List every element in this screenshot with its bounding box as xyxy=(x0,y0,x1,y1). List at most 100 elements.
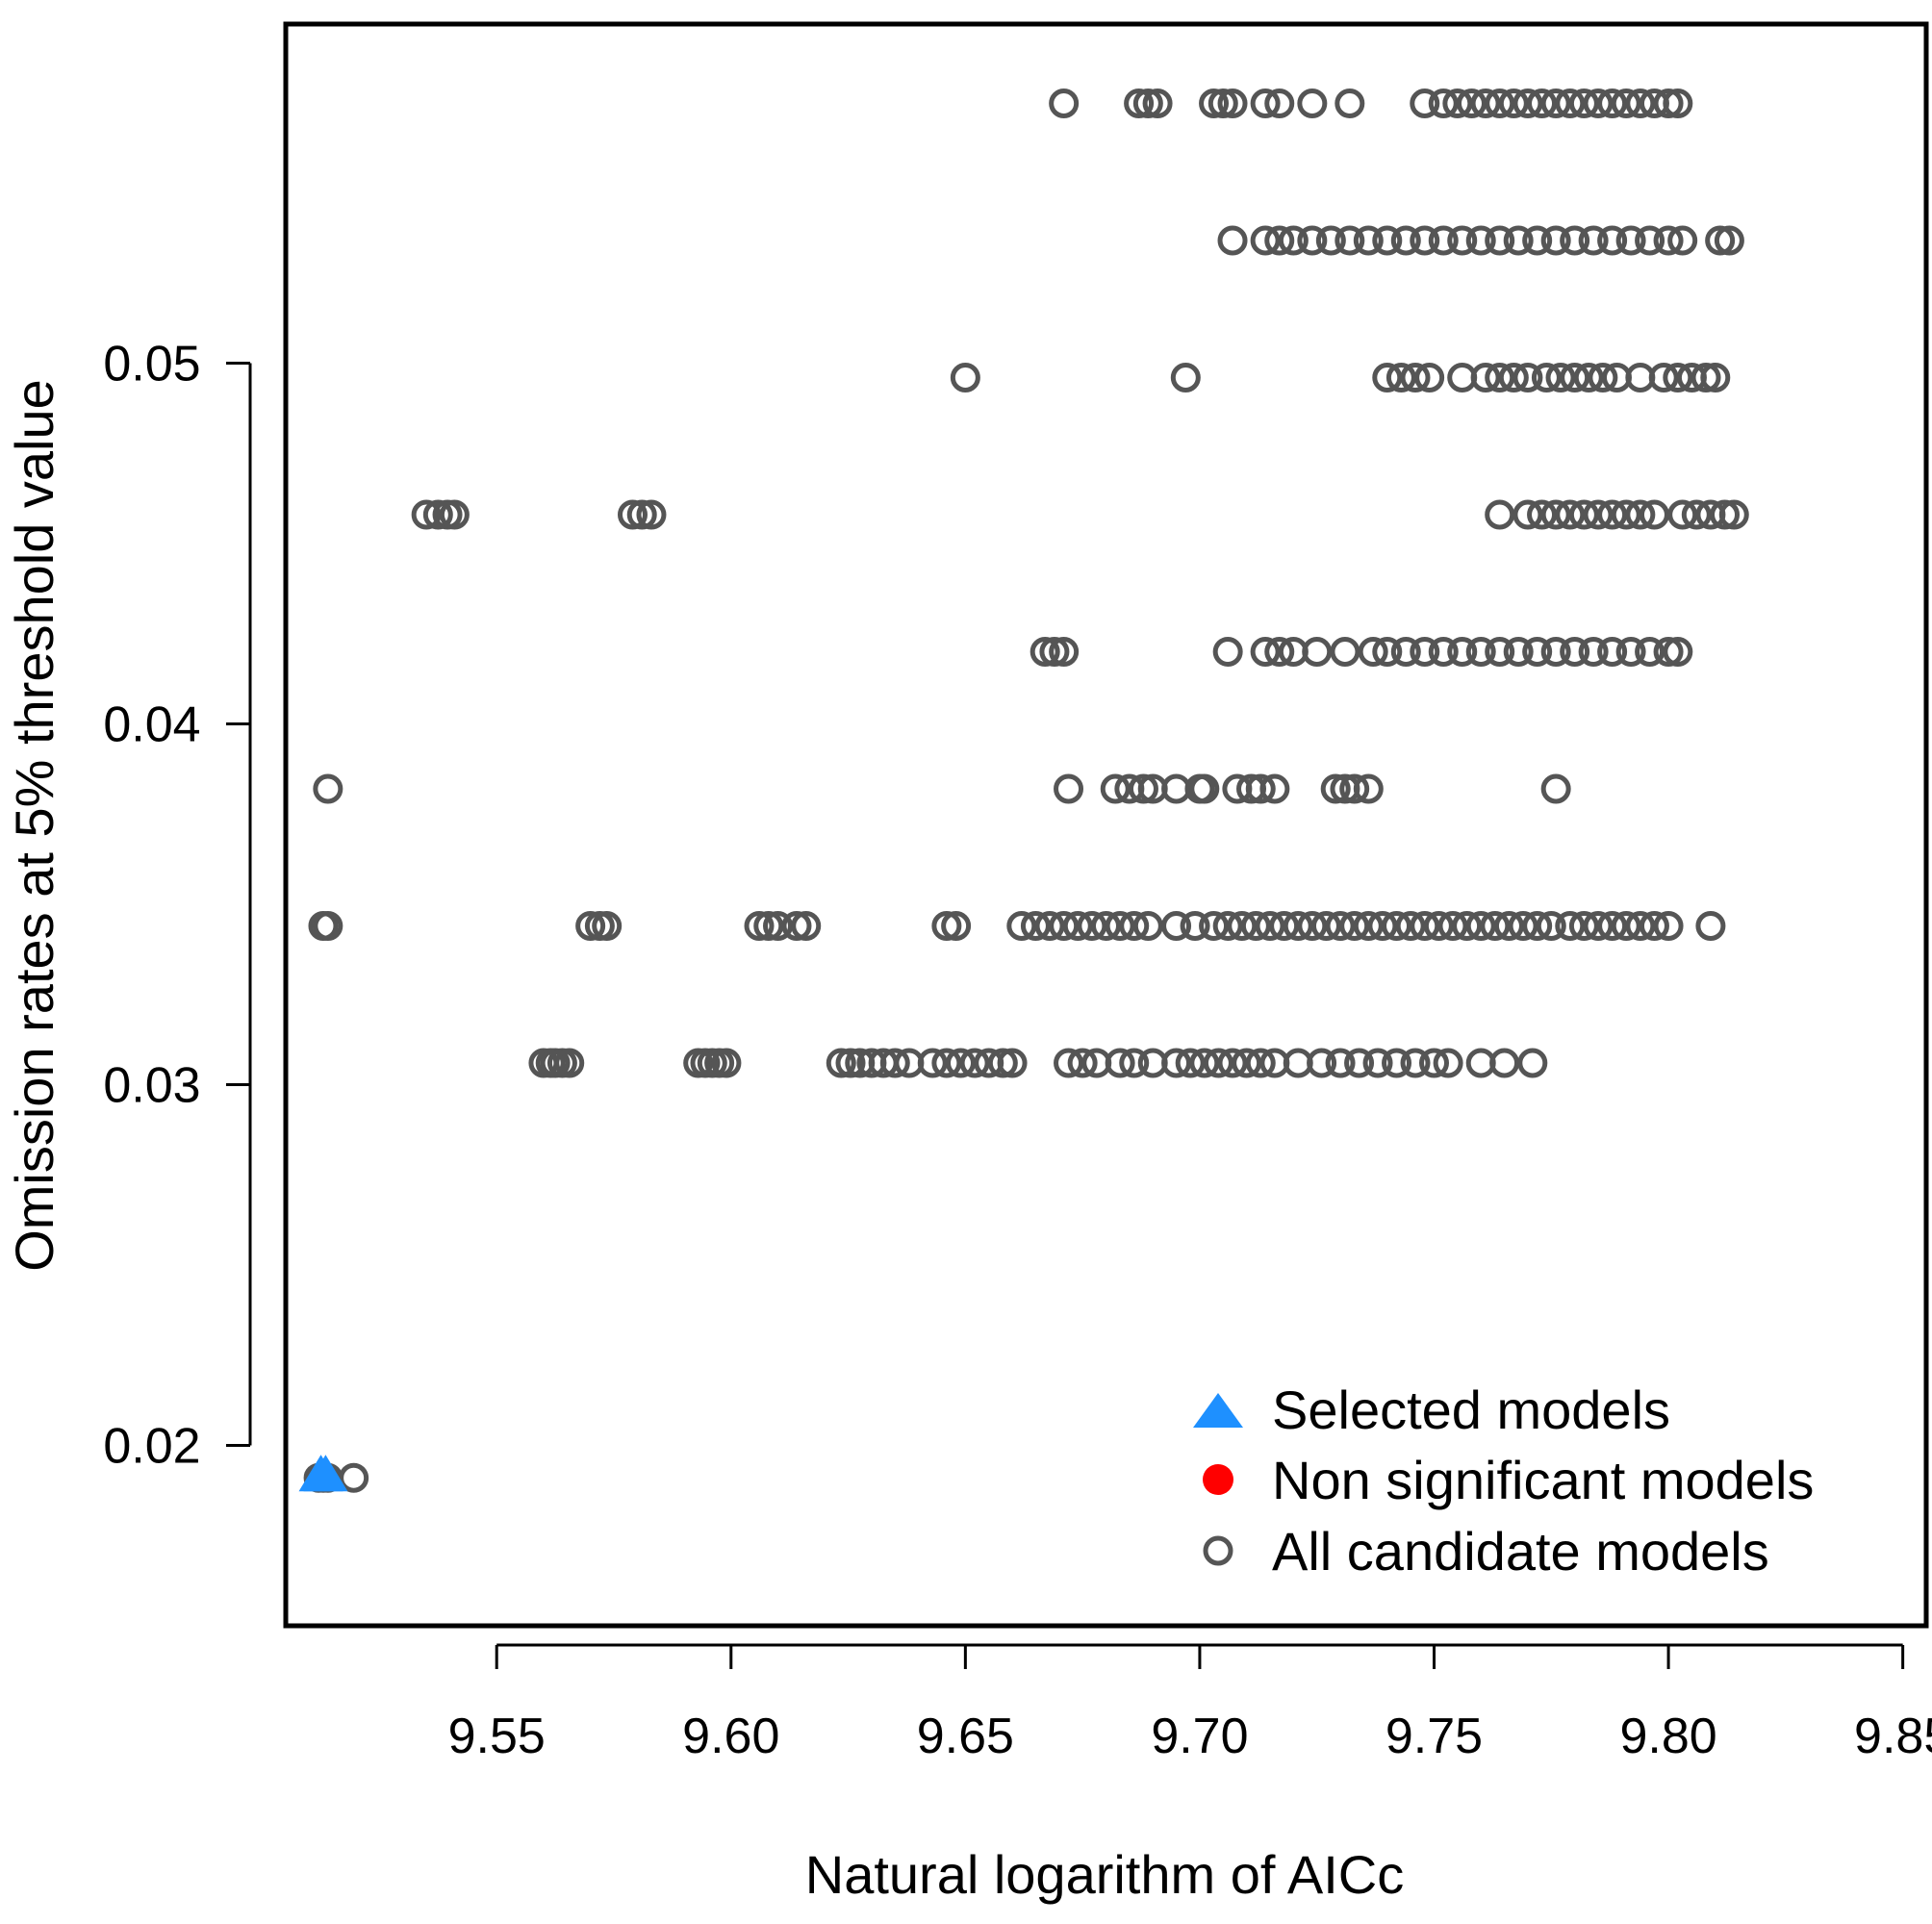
candidate-model-point xyxy=(1250,637,1281,667)
candidate-model-point xyxy=(1555,499,1586,530)
candidate-model-point xyxy=(1663,363,1693,392)
candidate-model-point xyxy=(1540,225,1571,256)
candidate-model-point xyxy=(1527,89,1558,118)
x-tick-label: 9.85 xyxy=(1854,1709,1932,1764)
candidate-model-point xyxy=(1240,911,1271,941)
candidate-model-point xyxy=(1489,1048,1520,1078)
candidate-model-point xyxy=(1447,225,1478,256)
candidate-model-point xyxy=(1428,89,1459,118)
candidate-model-point xyxy=(1100,773,1131,804)
candidate-model-point xyxy=(1142,89,1173,118)
candidate-model-point xyxy=(744,911,775,941)
candidate-model-point xyxy=(1710,499,1741,530)
candidate-model-point xyxy=(781,911,812,941)
candidate-model-point xyxy=(1513,89,1543,118)
candidate-model-point xyxy=(1503,637,1534,667)
candidate-model-point xyxy=(1568,89,1599,118)
candidate-model-point xyxy=(950,363,980,392)
candidate-model-point xyxy=(1362,1048,1393,1078)
y-tick-label: 0.03 xyxy=(103,1058,200,1114)
candidate-model-point xyxy=(1264,89,1295,118)
candidate-model-point xyxy=(1635,637,1665,667)
candidate-model-point xyxy=(1372,225,1403,256)
candidate-model-point xyxy=(1423,911,1454,941)
y-axis-title: Omission rates at 5% threshold value xyxy=(4,379,64,1272)
candidate-model-point xyxy=(1419,1048,1449,1078)
candidate-model-point xyxy=(1161,911,1192,941)
candidate-model-point xyxy=(1667,225,1698,256)
candidate-model-point xyxy=(1189,773,1220,804)
candidate-model-point xyxy=(1119,1048,1150,1078)
candidate-model-point xyxy=(1653,637,1684,667)
candidate-model-point xyxy=(339,1462,369,1493)
candidate-model-point xyxy=(1433,1048,1463,1078)
candidate-model-point xyxy=(1485,363,1515,392)
candidate-model-point xyxy=(1283,911,1313,941)
x-axis: 9.55 9.60 9.65 9.70 9.75 9.80 9.85 xyxy=(448,1643,1932,1764)
candidate-model-point xyxy=(575,911,606,941)
candidate-model-point xyxy=(1339,773,1370,804)
candidate-model-point xyxy=(1400,363,1431,392)
candidate-model-point xyxy=(1161,1048,1192,1078)
x-tick-label: 9.70 xyxy=(1151,1709,1248,1764)
candidate-model-point xyxy=(1493,911,1524,941)
candidate-model-point xyxy=(1212,911,1243,941)
candidate-model-point xyxy=(1540,637,1571,667)
plot-frame xyxy=(283,21,1929,1629)
candidate-model-point xyxy=(1639,911,1669,941)
candidate-model-point xyxy=(1232,1048,1262,1078)
candidate-model-point xyxy=(1667,499,1698,530)
candidate-model-point xyxy=(1508,911,1538,941)
candidate-model-point xyxy=(1625,499,1656,530)
candidate-model-point xyxy=(1452,911,1483,941)
candidate-model-point xyxy=(1054,1048,1084,1078)
candidate-model-point xyxy=(959,1048,990,1078)
candidate-model-point xyxy=(1583,89,1614,118)
x-tick-label: 9.60 xyxy=(682,1709,779,1764)
x-tick-label: 9.55 xyxy=(448,1709,546,1764)
candidate-model-point xyxy=(1390,637,1421,667)
candidate-model-point xyxy=(1382,1048,1412,1078)
candidate-model-point xyxy=(945,1048,976,1078)
candidate-model-point xyxy=(1382,911,1412,941)
candidate-model-point xyxy=(1648,363,1679,392)
candidate-model-point xyxy=(617,499,648,530)
candidate-model-point xyxy=(1513,363,1543,392)
candidate-model-point xyxy=(1067,1048,1098,1078)
candidate-model-point xyxy=(1437,911,1468,941)
candidate-model-point xyxy=(1330,637,1360,667)
candidate-model-point xyxy=(1339,911,1370,941)
candidate-model-point xyxy=(1545,363,1576,392)
candidate-model-point xyxy=(1653,225,1684,256)
candidate-model-point xyxy=(1465,911,1496,941)
candidate-model-point xyxy=(1540,499,1571,530)
candidate-model-point xyxy=(826,1048,856,1078)
candidate-model-point xyxy=(1498,363,1529,392)
candidate-model-point xyxy=(1442,89,1473,118)
candidate-model-point xyxy=(1410,225,1440,256)
candidate-model-point xyxy=(1480,911,1511,941)
candidate-model-point xyxy=(1105,1048,1135,1078)
candidate-model-point xyxy=(1597,637,1628,667)
candidate-model-point xyxy=(1485,225,1515,256)
candidate-model-point xyxy=(1560,225,1590,256)
selected-model-point xyxy=(303,1455,348,1492)
candidate-model-point xyxy=(1372,637,1403,667)
candidate-model-point xyxy=(1132,911,1163,941)
candidate-model-point xyxy=(1568,499,1599,530)
candidate-model-point xyxy=(1400,1048,1431,1078)
candidate-model-point xyxy=(1395,911,1426,941)
candidate-model-point xyxy=(1653,911,1684,941)
candidate-model-point xyxy=(1690,363,1721,392)
candidate-model-point xyxy=(1062,911,1093,941)
candidate-model-point xyxy=(1555,89,1586,118)
candidate-model-point xyxy=(1020,911,1051,941)
candidate-model-point xyxy=(1485,499,1515,530)
candidate-model-point xyxy=(1297,225,1328,256)
candidate-model-point xyxy=(997,1048,1028,1078)
candidate-model-point xyxy=(1039,637,1070,667)
candidate-model-point xyxy=(1597,225,1628,256)
candidate-model-point xyxy=(1297,89,1328,118)
candidate-model-point xyxy=(1049,637,1080,667)
